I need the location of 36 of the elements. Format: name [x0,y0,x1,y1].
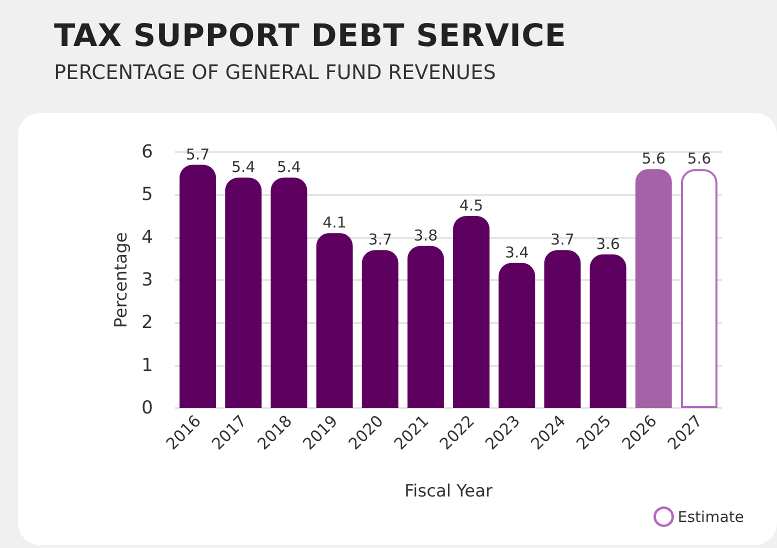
data-label: 3.4 [504,243,529,262]
bar [680,169,718,408]
data-label: 5.6 [687,150,712,168]
y-tick-label: 3 [142,270,153,290]
chart-subtitle: PERCENTAGE OF GENERAL FUND REVENUES [54,60,496,84]
y-tick-label: 4 [142,226,153,248]
y-tick-label: 5 [142,184,153,206]
bar [225,178,262,408]
bar [270,178,308,408]
data-label: 4.5 [459,196,484,214]
bar [407,246,444,408]
x-axis-title: Fiscal Year [404,482,493,502]
bar [316,233,353,408]
chart-title: TAX SUPPORT DEBT SERVICE [54,18,566,54]
data-label: 4.1 [322,214,346,232]
y-axis-title: Percentage [112,232,132,328]
data-label: 5.6 [642,150,666,168]
bar [635,169,672,408]
data-label: 3.6 [596,234,620,253]
bar [453,216,490,408]
bar [498,262,536,408]
y-tick-label: 1 [142,354,153,376]
data-label: 5.4 [231,158,256,176]
bar [590,254,626,408]
data-label: 3.7 [368,230,392,249]
bar [544,250,581,408]
y-tick-label: 2 [142,312,153,334]
bar [362,250,398,408]
data-label: 5.4 [277,158,301,176]
y-tick-label: 6 [142,142,153,162]
data-label: 3.7 [550,230,574,249]
data-label: 3.8 [414,226,438,244]
bar [180,164,216,408]
legend-label: Estimate [678,508,744,526]
data-label: 5.7 [186,145,210,164]
y-tick-label: 0 [142,398,153,418]
